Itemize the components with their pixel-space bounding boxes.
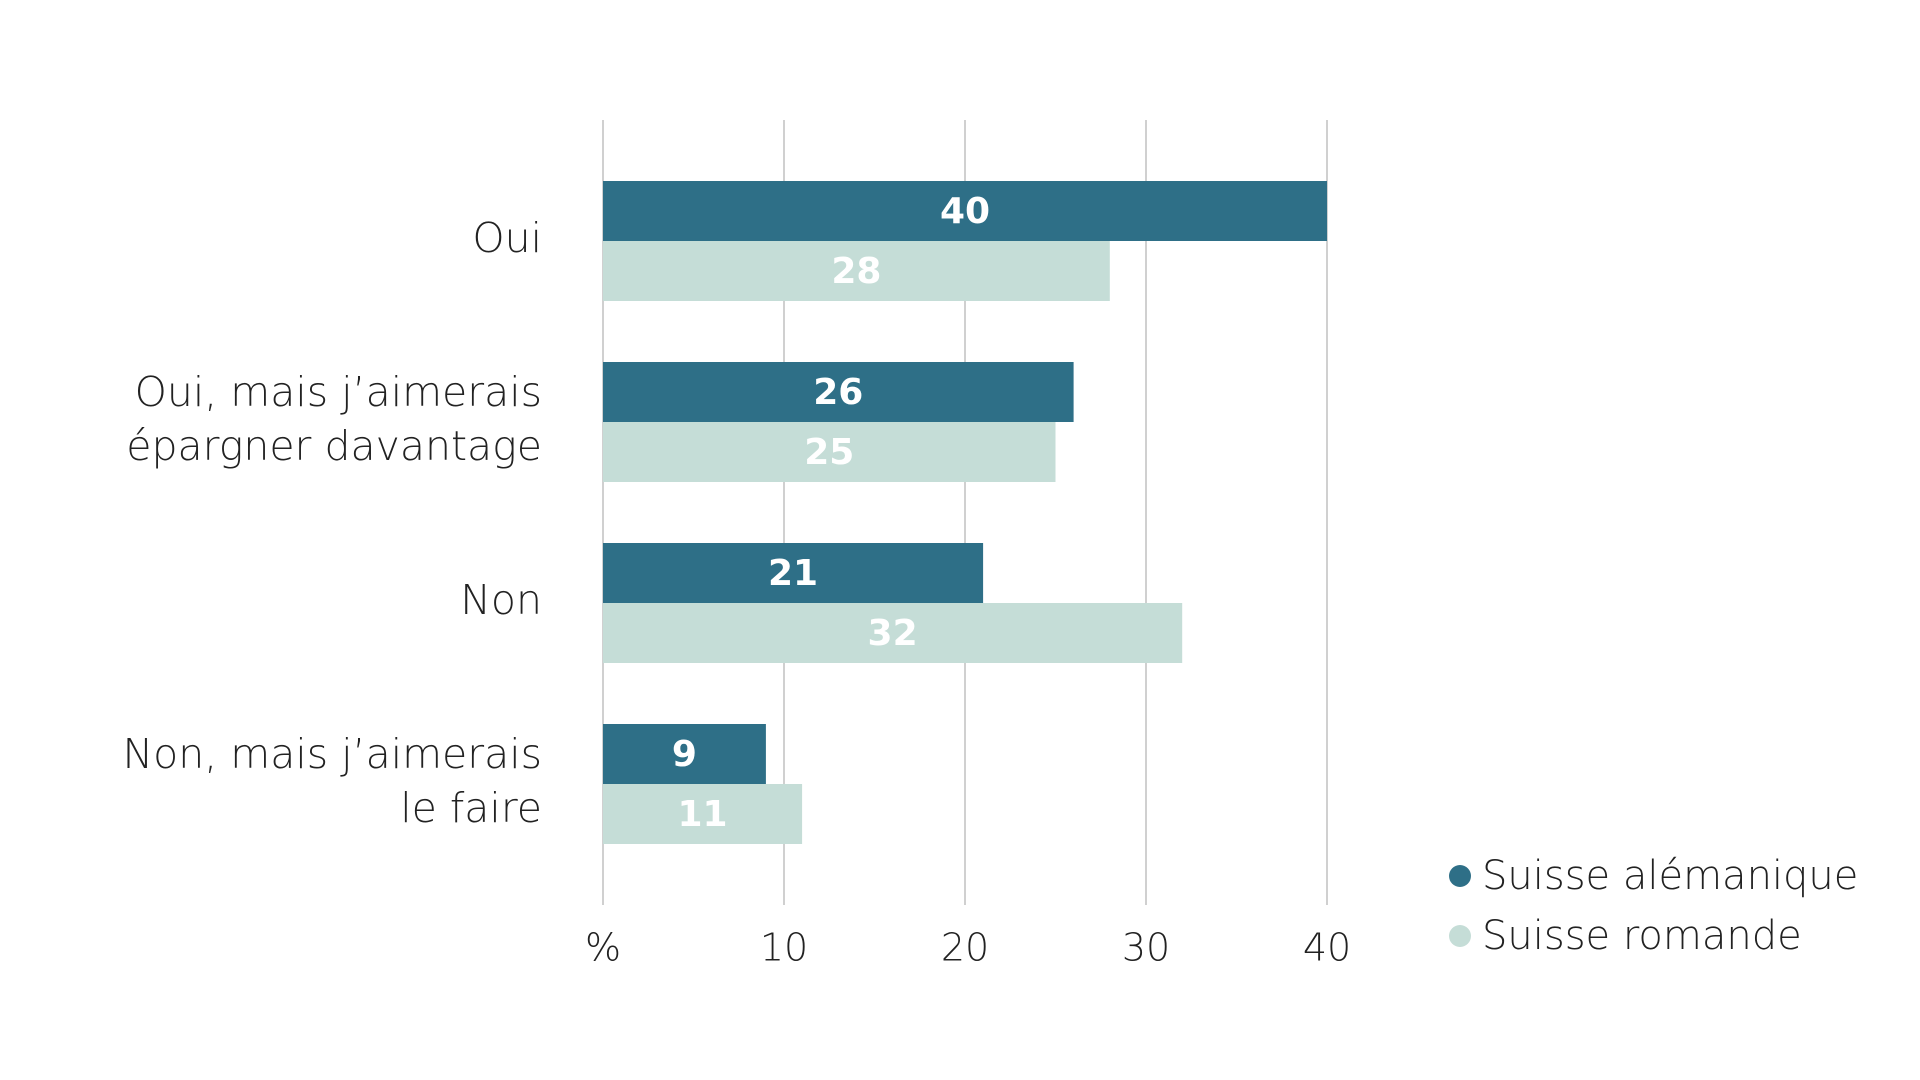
category-label: Non [460, 576, 542, 624]
bar-value-label: 40 [940, 191, 990, 232]
bar [603, 603, 1183, 663]
bars-layer: 40 28 26 25 21 32 9 11 [603, 181, 1327, 844]
legend: Suisse alémanique Suisse romande [1449, 853, 1858, 959]
bar-value-label: 32 [868, 613, 918, 654]
bar [603, 724, 766, 784]
x-tick-label: 30 [1122, 926, 1170, 970]
x-tick-label: % [585, 926, 621, 970]
legend-label: Suisse alémanique [1482, 853, 1858, 899]
category-label: le faire [400, 784, 542, 832]
category-label: Oui [472, 214, 542, 262]
legend-label: Suisse romande [1482, 913, 1802, 959]
bar [603, 422, 1056, 482]
bar [603, 362, 1074, 422]
bar-value-label: 28 [831, 251, 881, 292]
x-axis-tick-labels: % 10 20 30 40 [585, 926, 1351, 970]
bar-value-label: 25 [804, 432, 854, 473]
bar [603, 543, 984, 603]
bar [603, 181, 1327, 241]
bar-value-label: 9 [672, 734, 697, 775]
bar [603, 241, 1110, 301]
legend-marker [1449, 865, 1471, 887]
bar [603, 784, 803, 844]
category-label: Oui, mais j’aimerais [135, 368, 542, 416]
bar-value-label: 11 [677, 794, 727, 835]
x-tick-label: 40 [1303, 926, 1351, 970]
category-labels: Oui Oui, mais j’aimerais épargner davantag… [123, 214, 543, 832]
bar-value-label: 26 [813, 372, 863, 413]
legend-marker [1449, 925, 1471, 947]
x-tick-label: 20 [941, 926, 989, 970]
category-label: épargner davantage [126, 422, 542, 470]
bar-value-label: 21 [768, 553, 818, 594]
x-tick-label: 10 [760, 926, 808, 970]
category-label: Non, mais j’aimerais [123, 730, 543, 778]
